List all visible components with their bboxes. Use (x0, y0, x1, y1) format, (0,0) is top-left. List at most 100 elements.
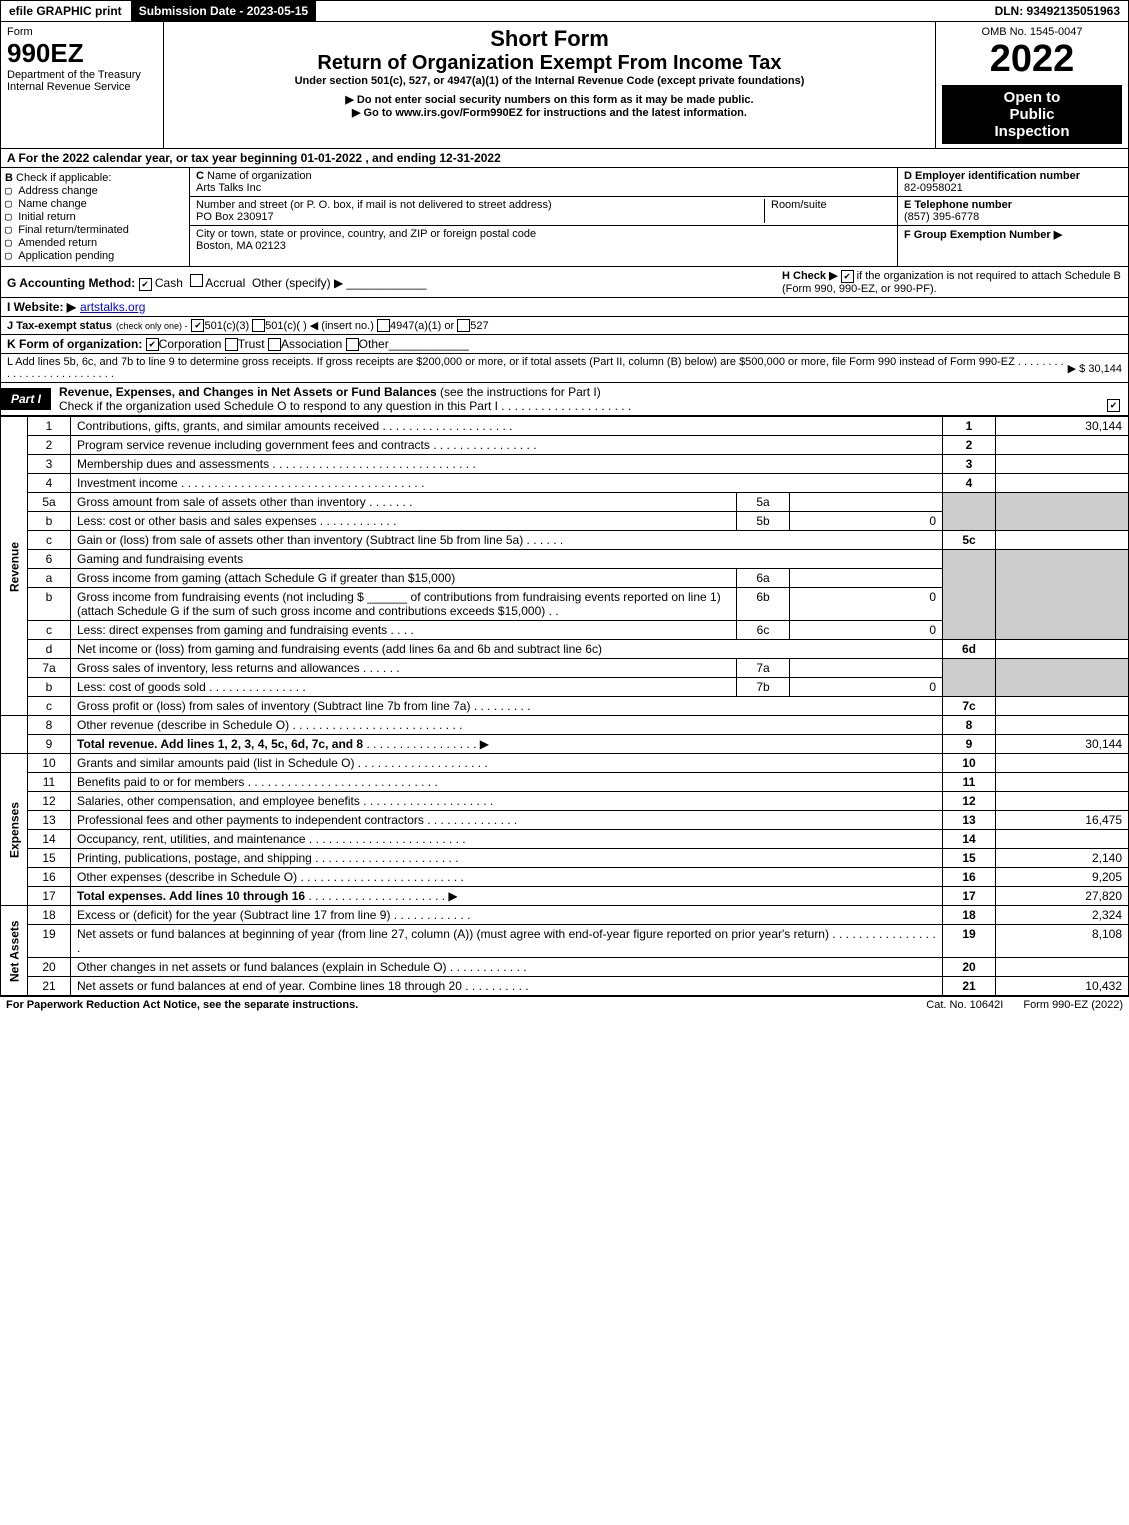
line-15-desc: Printing, publications, postage, and shi… (71, 849, 943, 868)
top-bar: efile GRAPHIC print Submission Date - 20… (0, 0, 1129, 22)
line-4-num: 4 (28, 474, 71, 493)
checkbox-pending[interactable]: ▢ (5, 249, 18, 262)
line-12-desc: Salaries, other compensation, and employ… (71, 792, 943, 811)
line-7c-desc: Gross profit or (loss) from sales of inv… (71, 697, 943, 716)
line-5ab-shade (943, 493, 996, 531)
line-6d-ln: 6d (943, 640, 996, 659)
j-small: (check only one) - (116, 321, 188, 331)
line-2-amt (996, 436, 1129, 455)
g-other: Other (specify) ▶ (252, 276, 343, 290)
line-6b-num: b (28, 588, 71, 621)
b-label: B (5, 172, 13, 184)
checkbox-accrual[interactable] (190, 274, 203, 287)
line-6c-desc: Less: direct expenses from gaming and fu… (71, 621, 737, 640)
part1-title: Revenue, Expenses, and Changes in Net As… (51, 383, 1128, 415)
line-18-desc: Excess or (deficit) for the year (Subtra… (71, 906, 943, 925)
line-2-num: 2 (28, 436, 71, 455)
line-21-amt: 10,432 (996, 977, 1129, 996)
line-3-desc: Membership dues and assessments . . . . … (71, 455, 943, 474)
checkbox-address-change[interactable]: ▢ (5, 184, 18, 197)
checkbox-final-return[interactable]: ▢ (5, 223, 18, 236)
footer-right: Form 990-EZ (2022) (1023, 999, 1123, 1011)
b-item-2: Initial return (18, 211, 75, 223)
g-cash: Cash (155, 276, 183, 290)
checkbox-amended[interactable]: ▢ (5, 236, 18, 249)
line-5ab-shade-amt (996, 493, 1129, 531)
checkbox-schedo[interactable] (1107, 399, 1120, 412)
e-label: E Telephone number (904, 199, 1012, 211)
return-title: Return of Organization Exempt From Incom… (170, 52, 929, 75)
line-4-desc: Investment income . . . . . . . . . . . … (71, 474, 943, 493)
line-5b-subval: 0 (790, 512, 943, 531)
footer-left: For Paperwork Reduction Act Notice, see … (6, 999, 906, 1011)
line-16-num: 16 (28, 868, 71, 887)
open3: Inspection (946, 123, 1118, 140)
line-16-amt: 9,205 (996, 868, 1129, 887)
k-label: K Form of organization: (7, 337, 142, 351)
k-trust: Trust (238, 337, 265, 351)
line-10-amt (996, 754, 1129, 773)
open2: Public (946, 106, 1118, 123)
g-accrual: Accrual (205, 276, 245, 290)
checkbox-4947[interactable] (377, 319, 390, 332)
line-6c-num: c (28, 621, 71, 640)
line-8-desc: Other revenue (describe in Schedule O) .… (71, 716, 943, 735)
line-7a-subval (790, 659, 943, 678)
line-18-amt: 2,324 (996, 906, 1129, 925)
checkbox-name-change[interactable]: ▢ (5, 197, 18, 210)
checkbox-501c3[interactable] (191, 319, 204, 332)
line-14-ln: 14 (943, 830, 996, 849)
line-6-num: 6 (28, 550, 71, 569)
line-17-num: 17 (28, 887, 71, 906)
website-link[interactable]: artstalks.org (80, 300, 145, 314)
checkbox-corp[interactable] (146, 338, 159, 351)
submission-date-button[interactable]: Submission Date - 2023-05-15 (131, 1, 317, 21)
line-17-amt: 27,820 (996, 887, 1129, 906)
line-19-num: 19 (28, 925, 71, 958)
efile-print-button[interactable]: efile GRAPHIC print (1, 1, 131, 21)
checkbox-501c[interactable] (252, 319, 265, 332)
tax-year: 2022 (942, 38, 1122, 81)
line-14-num: 14 (28, 830, 71, 849)
city-value: Boston, MA 02123 (196, 240, 286, 252)
k-other: Other (359, 337, 389, 351)
checkbox-assoc[interactable] (268, 338, 281, 351)
line-4-ln: 4 (943, 474, 996, 493)
line-5c-desc: Gain or (loss) from sale of assets other… (71, 531, 943, 550)
c-name-label: Name of organization (207, 170, 312, 182)
line-5a-num: 5a (28, 493, 71, 512)
header-left: Form 990EZ Department of the Treasury In… (1, 22, 164, 148)
d-label: D Employer identification number (904, 170, 1080, 182)
j-label: J Tax-exempt status (7, 320, 112, 332)
line-7a-num: 7a (28, 659, 71, 678)
line-9-desc: Total revenue. Add lines 1, 2, 3, 4, 5c,… (71, 735, 943, 754)
open1: Open to (946, 89, 1118, 106)
b-item-5: Application pending (18, 250, 114, 262)
line-3-num: 3 (28, 455, 71, 474)
line-8-num: 8 (28, 716, 71, 735)
l-amount: ▶ $ 30,144 (1068, 362, 1122, 375)
checkbox-trust[interactable] (225, 338, 238, 351)
part1-header: Part I Revenue, Expenses, and Changes in… (0, 383, 1129, 416)
subtitle: Under section 501(c), 527, or 4947(a)(1)… (170, 75, 929, 87)
checkbox-initial-return[interactable]: ▢ (5, 210, 18, 223)
info-block: B Check if applicable: ▢ Address change … (0, 168, 1129, 267)
side-revenue: Revenue (1, 417, 28, 716)
checkbox-other[interactable] (346, 338, 359, 351)
line-7a-desc: Gross sales of inventory, less returns a… (71, 659, 737, 678)
section-b-checkboxes: B Check if applicable: ▢ Address change … (1, 168, 190, 266)
line-5a-subval (790, 493, 943, 512)
form-name: 990EZ (7, 38, 157, 69)
i-label: I Website: ▶ (7, 300, 76, 314)
line-12-num: 12 (28, 792, 71, 811)
line-3-amt (996, 455, 1129, 474)
footer-center: Cat. No. 10642I (906, 999, 1023, 1011)
line-1-amt: 30,144 (996, 417, 1129, 436)
checkbox-527[interactable] (457, 319, 470, 332)
line-8-ln: 8 (943, 716, 996, 735)
line-6c-sub: 6c (737, 621, 790, 640)
checkbox-h[interactable] (841, 270, 854, 283)
line-7-shade (943, 659, 996, 697)
h-text2: if the organization is not required to a… (857, 270, 1121, 282)
checkbox-cash[interactable] (139, 278, 152, 291)
